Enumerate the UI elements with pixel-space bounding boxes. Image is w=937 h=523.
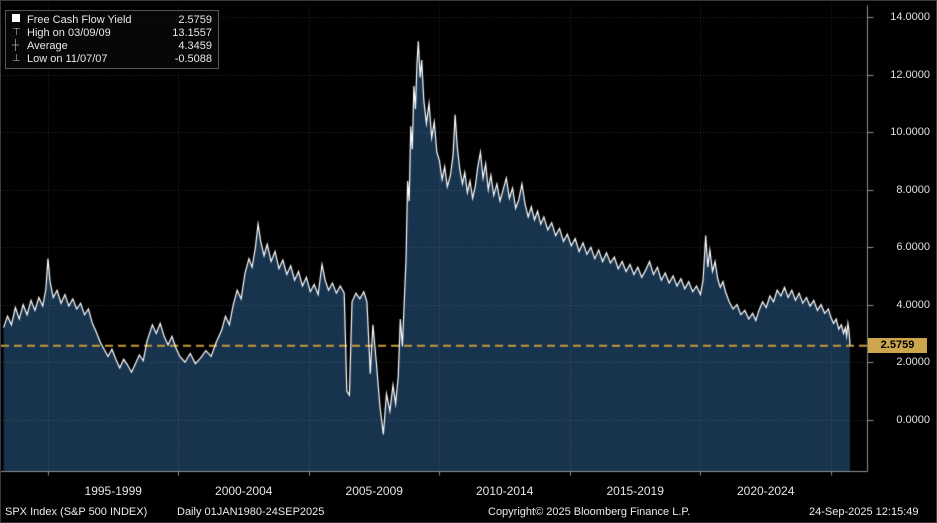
y-axis-tick-label: 4.0000 xyxy=(896,298,930,311)
status-periodicity: Daily 01JAN1980-24SEP2025 xyxy=(177,506,325,518)
x-axis-tick-label: 2020-2024 xyxy=(737,484,795,498)
low-marker-icon: ⊥ xyxy=(12,53,21,64)
x-axis-tick-label: 1995-1999 xyxy=(84,484,142,498)
high-marker-icon: ⊤ xyxy=(12,27,21,38)
y-axis-tick-label: 2.0000 xyxy=(896,356,930,369)
y-axis-tick-label: 12.0000 xyxy=(890,68,930,81)
low-value: -0.5088 xyxy=(174,52,212,65)
legend-row-average[interactable]: ┼ Average 4.3459 xyxy=(12,39,212,52)
x-axis-tick-label: 2005-2009 xyxy=(345,484,403,498)
x-axis-tick-label: 2010-2014 xyxy=(476,484,534,498)
average-label: Average xyxy=(27,39,68,52)
legend-row-high[interactable]: ⊤ High on 03/09/09 13.1557 xyxy=(12,26,212,39)
status-copyright: Copyright© 2025 Bloomberg Finance L.P. xyxy=(488,506,691,518)
y-axis-tick-label: 0.0000 xyxy=(896,413,930,426)
series-swatch-icon xyxy=(12,13,27,26)
low-label: Low on 11/07/07 xyxy=(27,52,108,65)
series-label: Free Cash Flow Yield xyxy=(27,13,132,26)
average-value: 4.3459 xyxy=(178,39,212,52)
legend-box[interactable]: Free Cash Flow Yield 2.5759 ⊤ High on 03… xyxy=(5,10,219,69)
status-instrument: SPX Index (S&P 500 INDEX) xyxy=(5,506,148,518)
last-value-badge: 2.5759 xyxy=(868,337,927,353)
series-last-value: 2.5759 xyxy=(178,13,212,26)
average-marker-icon: ┼ xyxy=(12,40,20,51)
y-axis-tick-label: 8.0000 xyxy=(896,183,930,196)
x-axis-tick-label: 2015-2019 xyxy=(606,484,664,498)
high-label: High on 03/09/09 xyxy=(27,26,111,39)
y-axis-tick-label: 10.0000 xyxy=(890,126,930,139)
x-axis-tick-label: 2000-2004 xyxy=(215,484,273,498)
y-axis-tick-label: 14.0000 xyxy=(890,11,930,23)
legend-row-series[interactable]: Free Cash Flow Yield 2.5759 xyxy=(12,13,212,26)
status-datetime: 24-Sep-2025 12:15:49 xyxy=(809,506,919,518)
y-axis-tick-label: 6.0000 xyxy=(896,241,930,254)
legend-row-low[interactable]: ⊥ Low on 11/07/07 -0.5088 xyxy=(12,52,212,65)
high-value: 13.1557 xyxy=(172,26,212,39)
status-bar: SPX Index (S&P 500 INDEX) Daily 01JAN198… xyxy=(1,503,936,522)
